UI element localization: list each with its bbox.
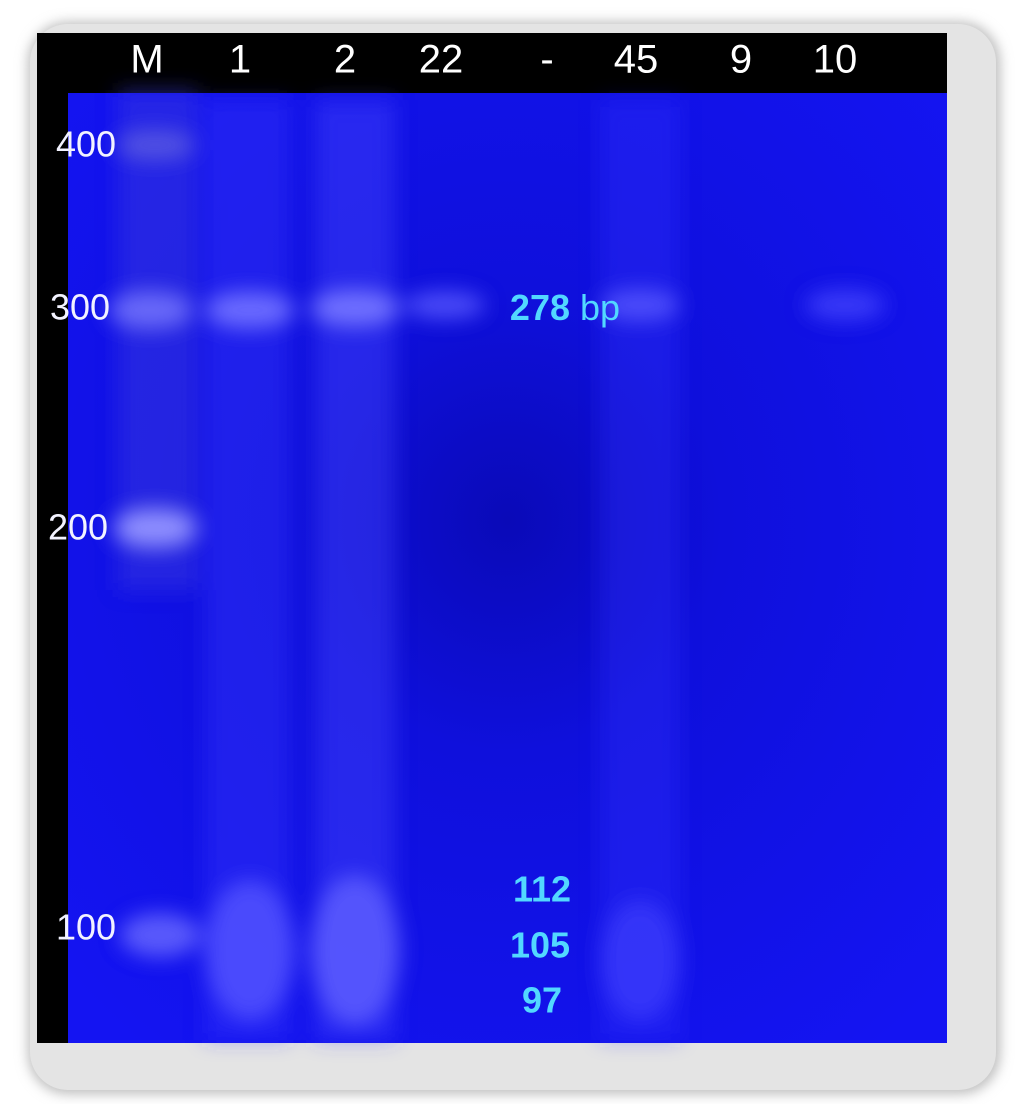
lane-label: 45 (614, 38, 659, 82)
band-size: 112 (513, 869, 571, 910)
marker-label: 300 (50, 287, 110, 328)
marker-label: 100 (56, 907, 116, 948)
lane-label: 9 (730, 38, 752, 82)
marker-label: 200 (48, 507, 108, 548)
lane-label: 10 (813, 38, 858, 82)
lane-label: 2 (334, 38, 356, 82)
gel-image: M 1 2 22 - 45 9 10 400 300 200 100 278 b… (0, 0, 1015, 1104)
band-size: 97 (522, 980, 562, 1021)
band-size-unit: bp (580, 287, 620, 328)
lane-label: 22 (419, 38, 464, 82)
marker-label: 400 (56, 124, 116, 165)
lane-label: - (540, 38, 553, 82)
band-size: 105 (510, 925, 570, 966)
lane-label: M (130, 38, 163, 82)
page: M 1 2 22 - 45 9 10 400 300 200 100 278 b… (0, 0, 1015, 1104)
band-size-value: 278 (510, 287, 570, 328)
band-size: 278 bp (510, 287, 620, 328)
gel (68, 93, 947, 1043)
lane-label: 1 (229, 38, 251, 82)
